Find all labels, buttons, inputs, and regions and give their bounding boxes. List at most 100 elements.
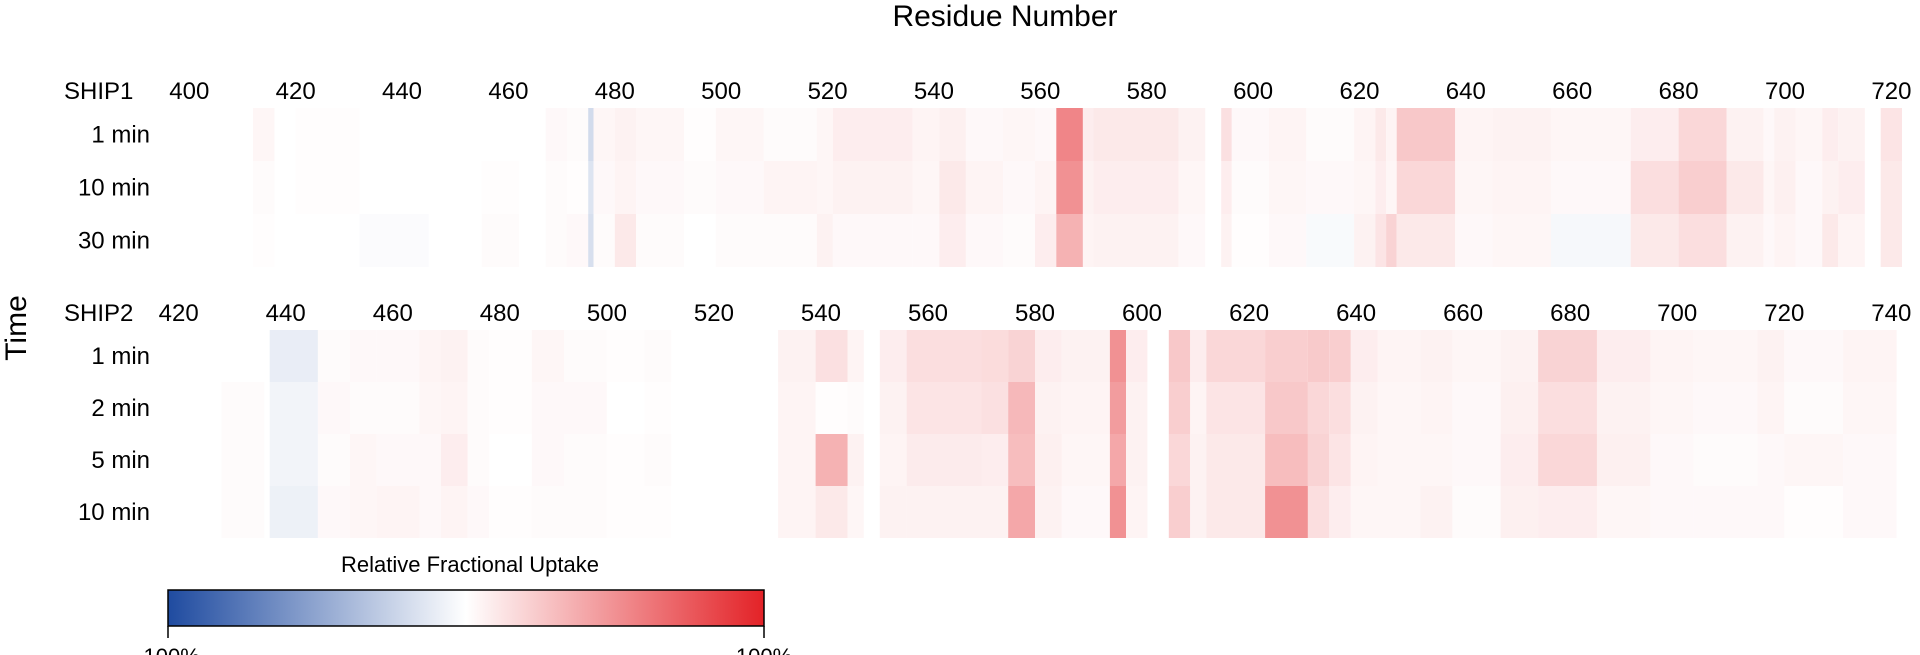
heatmap-cell (467, 434, 490, 486)
x-tick-label: 520 (808, 78, 848, 105)
heatmap-cell (1035, 434, 1062, 486)
chart-title: Residue Number (892, 0, 1117, 33)
heatmap-cell (981, 486, 1009, 538)
heatmap-cell (1168, 330, 1191, 382)
colorbar-label: Relative Fractional Uptake (341, 552, 599, 577)
colorbar-gradient (167, 589, 765, 627)
heatmap-cell (644, 382, 672, 434)
heatmap-cell (1221, 161, 1232, 214)
heatmap-cell (1795, 161, 1823, 214)
heatmap-cell (1126, 434, 1148, 486)
heatmap-cell (939, 161, 966, 214)
heatmap-cell (1350, 382, 1378, 434)
x-tick-label: 620 (1229, 300, 1269, 327)
heatmap-cell (566, 214, 589, 267)
heatmap-cell (1455, 108, 1493, 161)
x-tick-label: 420 (276, 78, 316, 105)
heatmap-cell (1329, 434, 1351, 486)
heatmap-cell (1757, 434, 1785, 486)
heatmap-cell (419, 382, 441, 434)
heatmap-cell (1650, 382, 1694, 434)
heatmap-cell (317, 486, 350, 538)
colorbar-min-label: -100% (136, 644, 200, 655)
panel-name-label: SHIP1 (64, 78, 133, 105)
heatmap-cell (683, 108, 716, 161)
heatmap-cell (644, 486, 672, 538)
heatmap-cell (636, 161, 684, 214)
heatmap-cell (644, 434, 672, 486)
heatmap-cell (1377, 486, 1421, 538)
heatmap-cell (531, 382, 564, 434)
heatmap-cell (1726, 108, 1764, 161)
heatmap-cell (1168, 486, 1191, 538)
heatmap-cell (467, 330, 490, 382)
heatmap-cell (683, 161, 716, 214)
heatmap-cell (1109, 330, 1126, 382)
heatmap-cell (912, 108, 940, 161)
heatmap-cell (847, 382, 864, 434)
heatmap-cell (636, 108, 684, 161)
heatmap-cell (816, 108, 833, 161)
heatmap-cell (1008, 382, 1035, 434)
heatmap-cell (1838, 161, 1865, 214)
heatmap-cell (1221, 108, 1232, 161)
heatmap-cell (906, 382, 982, 434)
heatmap-cell (1795, 214, 1823, 267)
heatmap-cell (1650, 486, 1694, 538)
heatmap-cell (1377, 434, 1421, 486)
heatmap-cell (1354, 214, 1376, 267)
heatmap-cell (1329, 382, 1351, 434)
heatmap-cell (1880, 161, 1902, 214)
heatmap-cell (715, 214, 764, 267)
heatmap-cell (1269, 161, 1307, 214)
y-axis-label: Time (0, 295, 33, 361)
heatmap-cell (545, 214, 567, 267)
heatmap-cell (269, 382, 318, 434)
x-tick-label: 560 (908, 300, 948, 327)
x-tick-label: 660 (1552, 78, 1592, 105)
heatmap-cell (912, 214, 940, 267)
heatmap-cell (832, 214, 913, 267)
heatmap-cell (1455, 214, 1493, 267)
heatmap-cell (1757, 330, 1785, 382)
heatmap-cell (763, 161, 817, 214)
heatmap-cell (1190, 382, 1207, 434)
heatmap-cell (1500, 330, 1539, 382)
heatmap-cell (1265, 486, 1308, 538)
heatmap-cell (606, 330, 645, 382)
heatmap-cell (376, 434, 420, 486)
heatmap-cell (1630, 108, 1679, 161)
heatmap-cell (1550, 108, 1631, 161)
heatmap-cell (981, 434, 1009, 486)
heatmap-cell (350, 330, 377, 382)
heatmap-cell (253, 161, 275, 214)
heatmap-cell (1420, 486, 1453, 538)
heatmap-cell (1035, 330, 1062, 382)
heatmap-cell (815, 486, 848, 538)
heatmap-cell (1452, 382, 1501, 434)
heatmap-cell (1061, 486, 1110, 538)
heatmap-cell (1377, 382, 1421, 434)
heatmap-cell (1500, 434, 1539, 486)
heatmap-cell (1126, 382, 1148, 434)
heatmap-cell (1375, 161, 1386, 214)
heatmap-cell (1650, 434, 1694, 486)
heatmap-cell (1082, 108, 1094, 161)
heatmap-cell (295, 108, 360, 161)
heatmap-cell (1354, 161, 1376, 214)
row-label: 10 min (78, 175, 150, 202)
heatmap-cell (879, 330, 907, 382)
heatmap-cell (1061, 434, 1110, 486)
heatmap-cell (1109, 486, 1126, 538)
heatmap-cell (1190, 486, 1207, 538)
heatmap-cell (1168, 382, 1191, 434)
heatmap-cell (1452, 434, 1501, 486)
heatmap-cell (1500, 486, 1539, 538)
heatmap-cell (1350, 434, 1378, 486)
heatmap-cell (253, 214, 275, 267)
row-label: 2 min (91, 395, 150, 422)
heatmap-cell (614, 161, 637, 214)
heatmap-cell (715, 161, 764, 214)
heatmap-cell (376, 330, 420, 382)
